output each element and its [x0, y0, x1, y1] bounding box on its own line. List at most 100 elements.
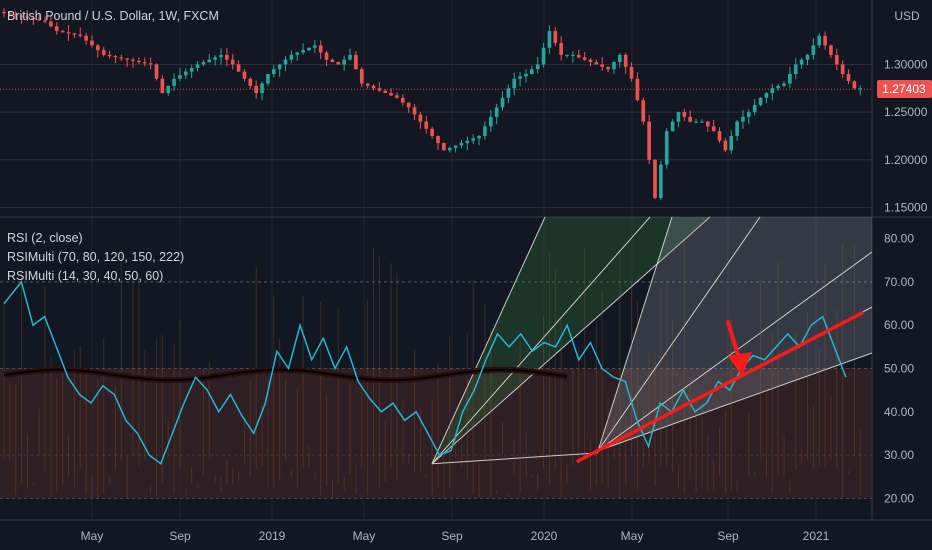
candle-body	[758, 97, 763, 105]
candle-body	[647, 121, 651, 160]
candle-body	[840, 64, 845, 74]
candle-body	[846, 73, 851, 82]
candle-body	[524, 73, 528, 77]
candle-body	[741, 116, 745, 122]
candle-body	[799, 59, 804, 65]
price-tick-label: 1.30000	[884, 57, 928, 71]
candle-body	[395, 95, 399, 98]
candle-body	[400, 97, 405, 103]
candle-body	[459, 143, 464, 146]
candle-body	[43, 20, 47, 22]
candle-body	[500, 97, 505, 108]
time-tick-label: Sep	[717, 529, 739, 543]
candle-body	[565, 54, 569, 56]
annotation-layer	[576, 311, 864, 463]
fan-grey-line	[597, 216, 761, 452]
candle-body	[858, 88, 863, 90]
candle-body	[506, 88, 511, 98]
chart-title[interactable]: British Pound / U.S. Dollar, 1W, FXCM	[7, 9, 219, 23]
candle-body	[629, 66, 634, 79]
candle-body	[436, 135, 440, 144]
candle-body	[711, 126, 716, 132]
price-tick-label: 1.25000	[884, 105, 928, 119]
rsimulti-band-core	[3, 368, 568, 382]
candle-body	[213, 57, 217, 60]
rsi-tick-label: 40.00	[884, 405, 914, 419]
candle-body	[166, 85, 171, 94]
candle-body	[54, 26, 59, 32]
candle-body	[137, 60, 141, 63]
candle-body	[207, 59, 212, 63]
rsi-tick-label: 20.00	[884, 491, 914, 505]
candle-body	[277, 64, 282, 70]
fan-baseline	[431, 452, 599, 465]
candle-body	[588, 59, 593, 63]
candle-body	[617, 54, 622, 63]
candle-body	[377, 88, 382, 91]
candle-body	[729, 135, 734, 151]
rsi-tick-label: 80.00	[884, 232, 914, 246]
candle-body	[430, 128, 434, 136]
candle-body	[735, 121, 739, 136]
candle-body	[465, 140, 470, 144]
candle-body	[571, 54, 575, 56]
candle-body	[559, 42, 563, 55]
candle-body	[142, 62, 147, 64]
candle-body	[418, 114, 423, 122]
candle-body	[225, 54, 229, 60]
candle-body	[817, 35, 822, 46]
candle-body	[612, 62, 616, 70]
candle-body	[682, 112, 687, 117]
candle-body	[653, 159, 657, 198]
indicator-rsi-label[interactable]: RSI (2, close)	[7, 231, 83, 245]
fan-grey-line	[597, 216, 673, 451]
fan-grey-area	[598, 217, 872, 451]
candle-body	[236, 64, 241, 72]
price-layer	[2, 8, 863, 200]
candle-body	[242, 71, 247, 79]
last-price-text: 1.27403	[882, 82, 926, 96]
candle-body	[576, 54, 581, 58]
candle-body	[101, 50, 106, 55]
candle-body	[694, 121, 698, 123]
candle-body	[160, 78, 165, 94]
fan-green-line	[431, 216, 711, 465]
candle-body	[72, 33, 77, 35]
candle-body	[324, 52, 329, 60]
candle-body	[805, 54, 810, 60]
indicator-rsimulti-long-label[interactable]: RSIMulti (70, 80, 120, 150, 222)	[7, 250, 185, 264]
candle-body	[354, 54, 358, 70]
candle-body	[834, 54, 839, 65]
time-tick-label: 2020	[531, 529, 558, 543]
candle-body	[318, 45, 323, 53]
fan-layer	[431, 216, 873, 465]
candle-body	[189, 68, 194, 72]
fan-green-line	[431, 216, 546, 464]
candle-body	[125, 58, 129, 60]
time-tick-label: May	[353, 529, 376, 543]
candle-body	[670, 121, 675, 132]
candle-body	[13, 14, 18, 16]
candle-body	[530, 69, 534, 74]
candle-body	[483, 126, 487, 136]
candle-body	[201, 62, 206, 65]
price-tick-label: 1.20000	[884, 153, 928, 167]
time-tick-label: Sep	[169, 529, 191, 543]
candle-body	[600, 64, 605, 67]
candle-body	[289, 54, 294, 60]
time-tick-label: 2019	[259, 529, 286, 543]
candle-body	[688, 116, 693, 122]
candle-body	[172, 78, 176, 86]
candle-body	[90, 40, 94, 46]
candle-body	[676, 112, 681, 122]
candle-body	[330, 59, 335, 63]
candle-body	[594, 62, 599, 65]
candle-body	[31, 17, 36, 20]
candle-body	[723, 140, 728, 151]
candle-body	[664, 131, 669, 165]
candle-body	[424, 121, 429, 129]
candle-body	[230, 59, 235, 65]
candle-body	[518, 76, 522, 79]
candle-body	[406, 102, 411, 108]
indicator-rsimulti-short-label[interactable]: RSIMulti (14, 30, 40, 50, 60)	[7, 269, 164, 283]
